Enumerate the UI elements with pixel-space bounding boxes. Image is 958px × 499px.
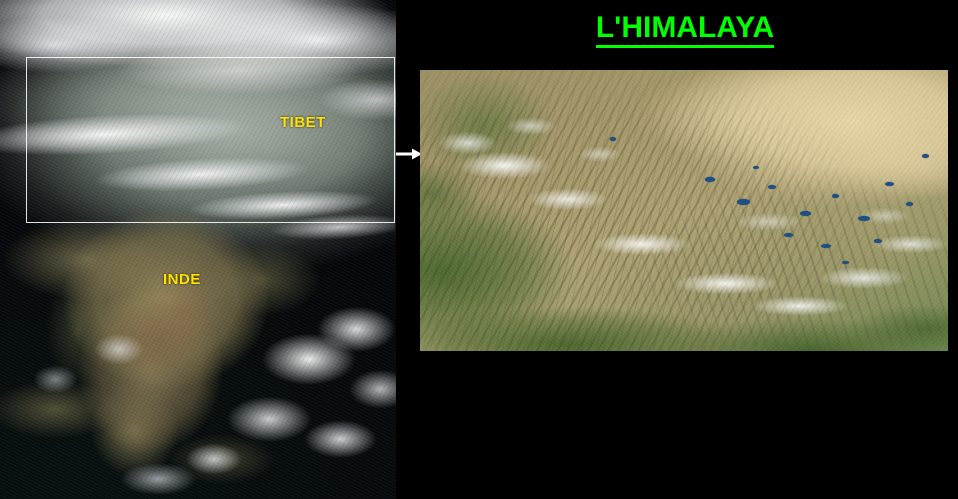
lake — [821, 244, 832, 249]
lake — [800, 210, 812, 216]
slide-title: L'HIMALAYA — [420, 10, 950, 48]
lake — [768, 185, 777, 190]
map-label-tibet: TIBET — [280, 114, 326, 131]
lake — [610, 137, 617, 142]
sensor-noise-texture — [420, 70, 948, 351]
lake — [858, 216, 871, 222]
lake — [705, 176, 716, 182]
map-label-inde: INDE — [163, 271, 201, 288]
karakoram-snow-patches — [420, 70, 948, 351]
lake — [784, 232, 794, 237]
lake — [874, 238, 883, 243]
slide-title-text: L'HIMALAYA — [595, 11, 775, 48]
tibetan-lakes-layer — [420, 70, 948, 351]
lake — [921, 154, 929, 159]
lake — [752, 165, 759, 169]
lake — [736, 199, 750, 206]
zoom-arrow-icon — [396, 148, 422, 160]
satellite-image-subcontinent: TIBET INDE — [0, 0, 396, 499]
lake — [842, 261, 850, 265]
sensor-noise-texture — [0, 0, 396, 499]
lake — [905, 202, 913, 207]
satellite-image-himalaya — [420, 70, 948, 351]
monsoon-cloud-field — [0, 0, 396, 499]
lake — [884, 182, 894, 187]
lake — [831, 193, 839, 198]
